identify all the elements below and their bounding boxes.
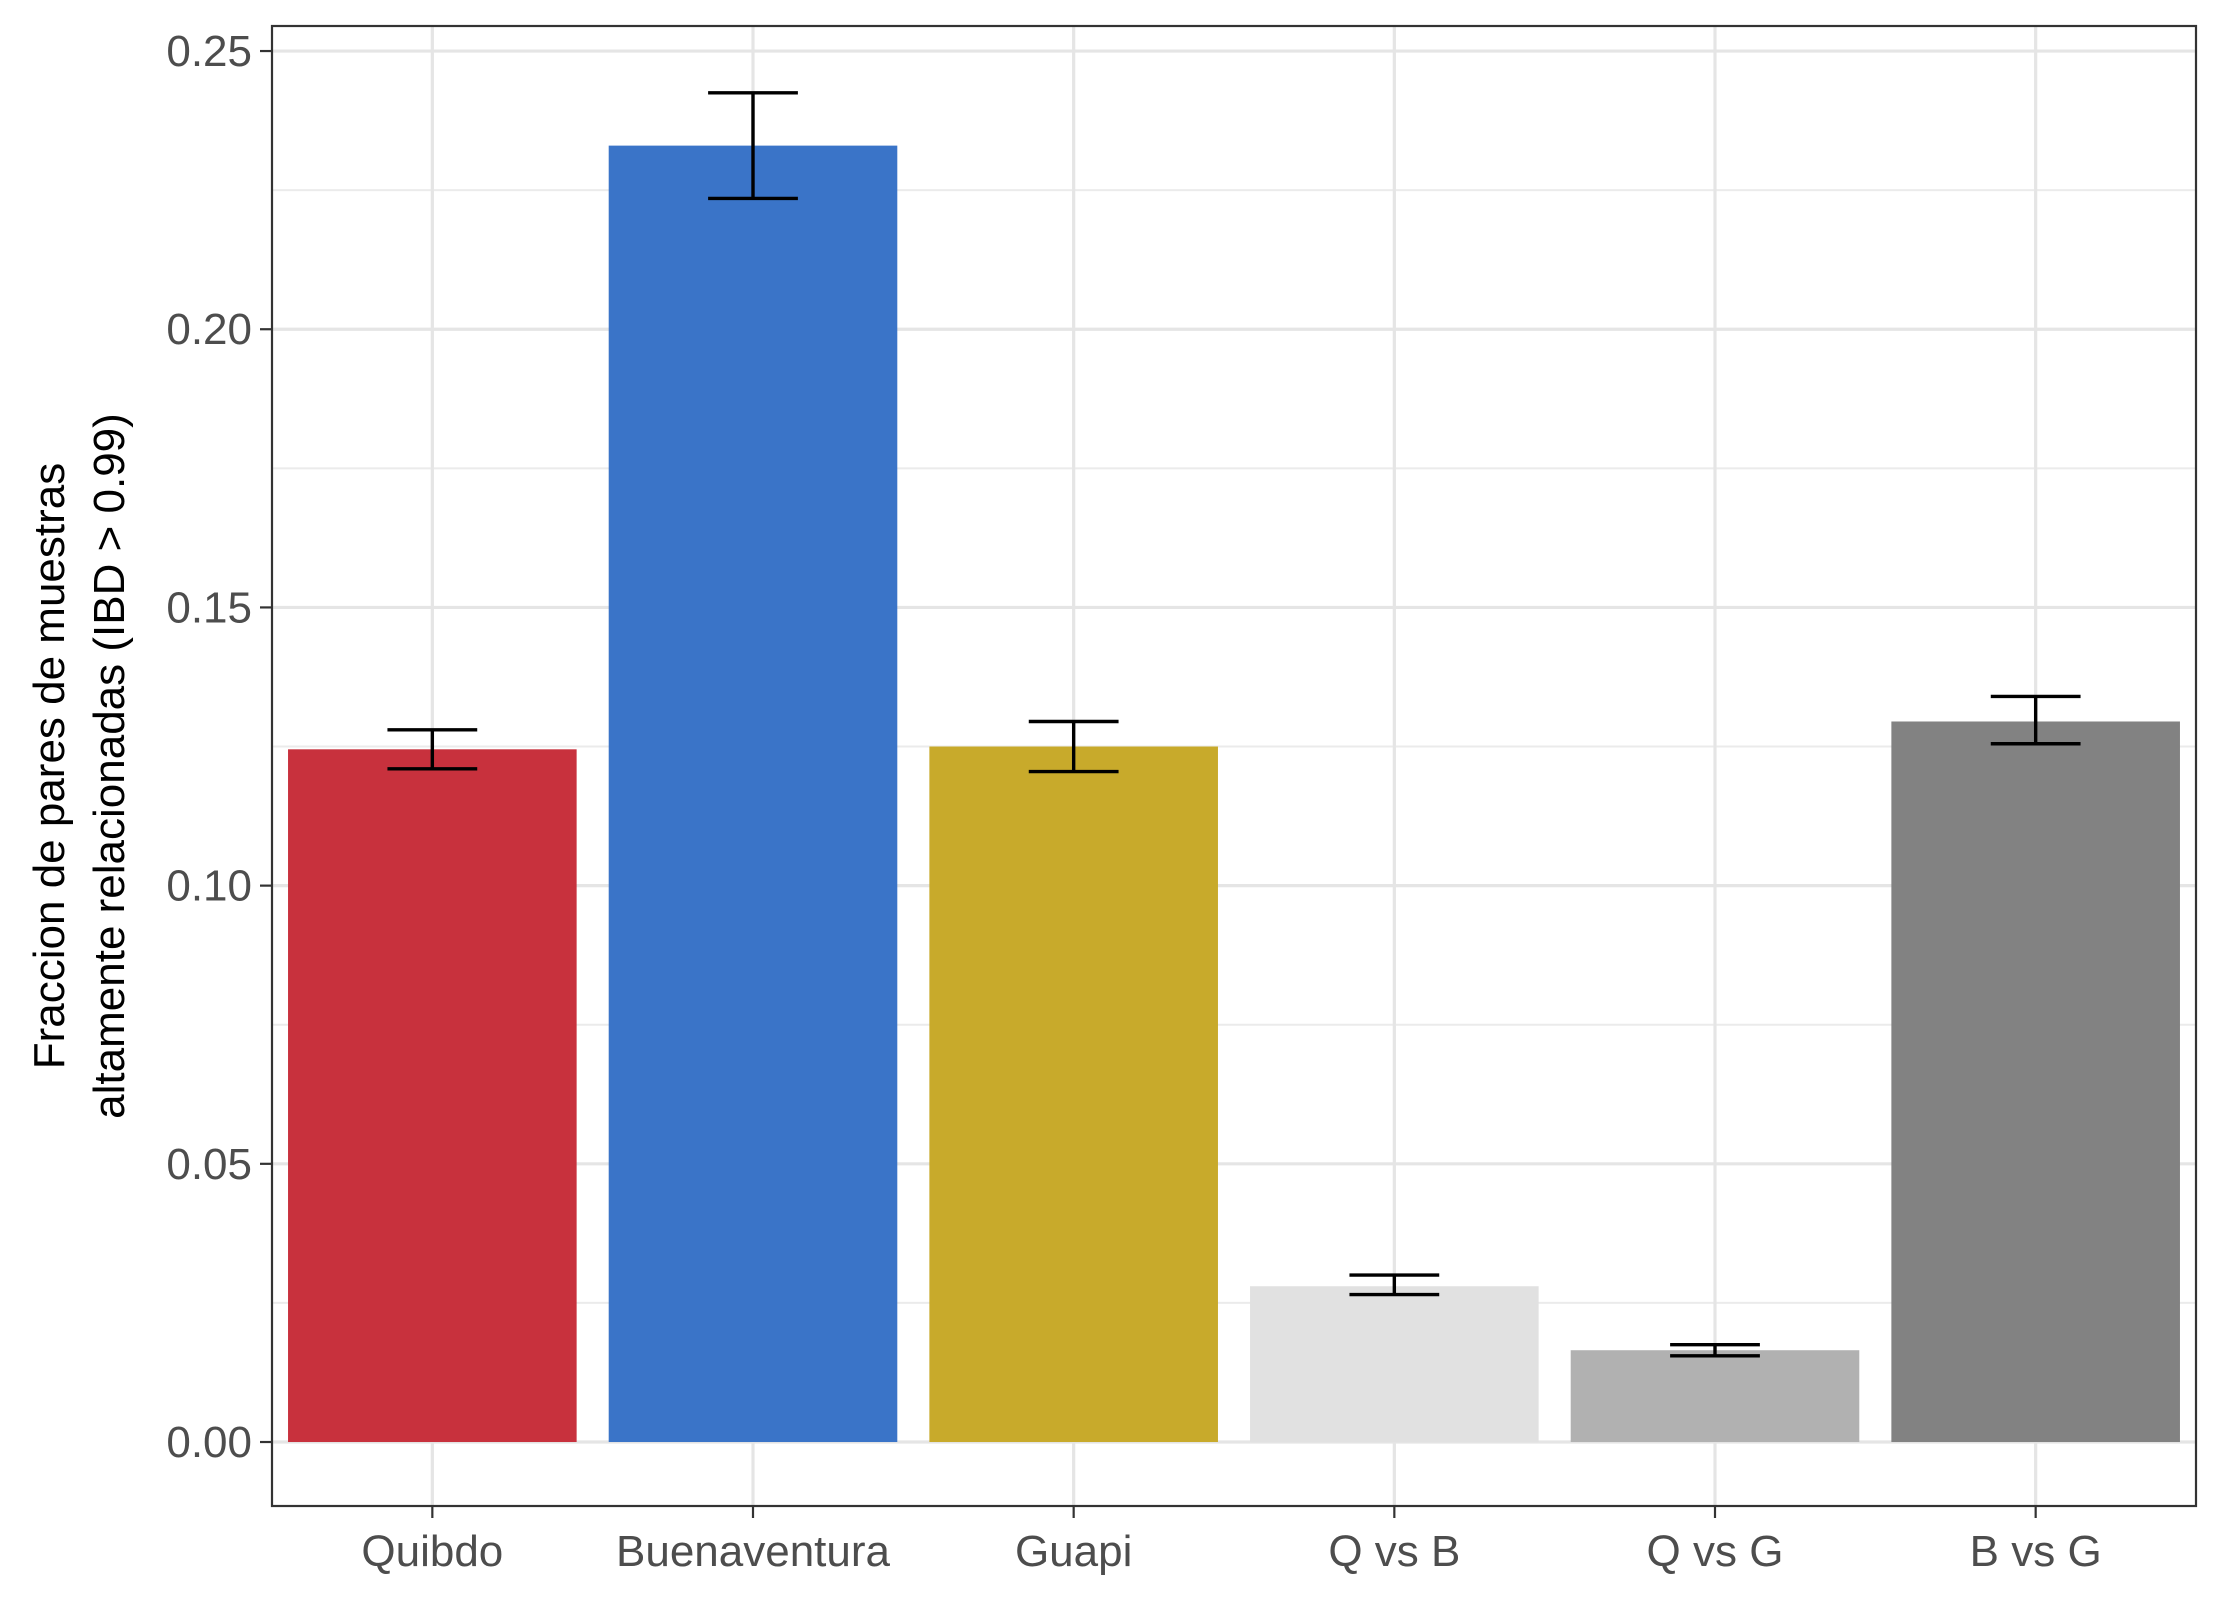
bar xyxy=(1250,1286,1539,1443)
x-axis: Quibdo Buenaventura Guapi Q vs B Q vs G B vs … xyxy=(361,1506,2102,1576)
bar xyxy=(1891,721,2180,1443)
bar xyxy=(1570,1350,1860,1443)
error-bars xyxy=(387,91,2081,1358)
y-tick-label: 0.10 xyxy=(166,862,252,911)
y-tick-label: 0.15 xyxy=(166,583,252,632)
x-tick-label: Q vs B xyxy=(1328,1527,1460,1576)
y-axis: 0.00 0.05 0.10 0.15 0.20 0.25 xyxy=(166,27,272,1467)
minor-gridlines xyxy=(272,189,2196,1304)
y-tick-label: 0.25 xyxy=(166,27,252,76)
x-tick-label: B vs G xyxy=(1970,1527,2102,1576)
y-tick-label: 0.20 xyxy=(166,305,252,354)
panel-border xyxy=(270,24,2198,1508)
x-tick-label: Q vs G xyxy=(1647,1527,1784,1576)
y-tick-label: 0.05 xyxy=(166,1140,252,1189)
bar xyxy=(288,749,577,1443)
x-tick-label: Buenaventura xyxy=(616,1527,891,1576)
bar xyxy=(608,145,898,1443)
bar xyxy=(929,746,1218,1443)
y-axis-title-line-1: Fraccion de pares de muestras xyxy=(25,463,74,1070)
x-tick-label: Guapi xyxy=(1015,1527,1132,1576)
y-tick-label: 0.00 xyxy=(166,1418,252,1467)
x-tick-label: Quibdo xyxy=(361,1527,503,1576)
bars xyxy=(288,145,2180,1443)
y-axis-title-line-2: altamente relacionadas (IBD > 0.99) xyxy=(85,413,134,1119)
